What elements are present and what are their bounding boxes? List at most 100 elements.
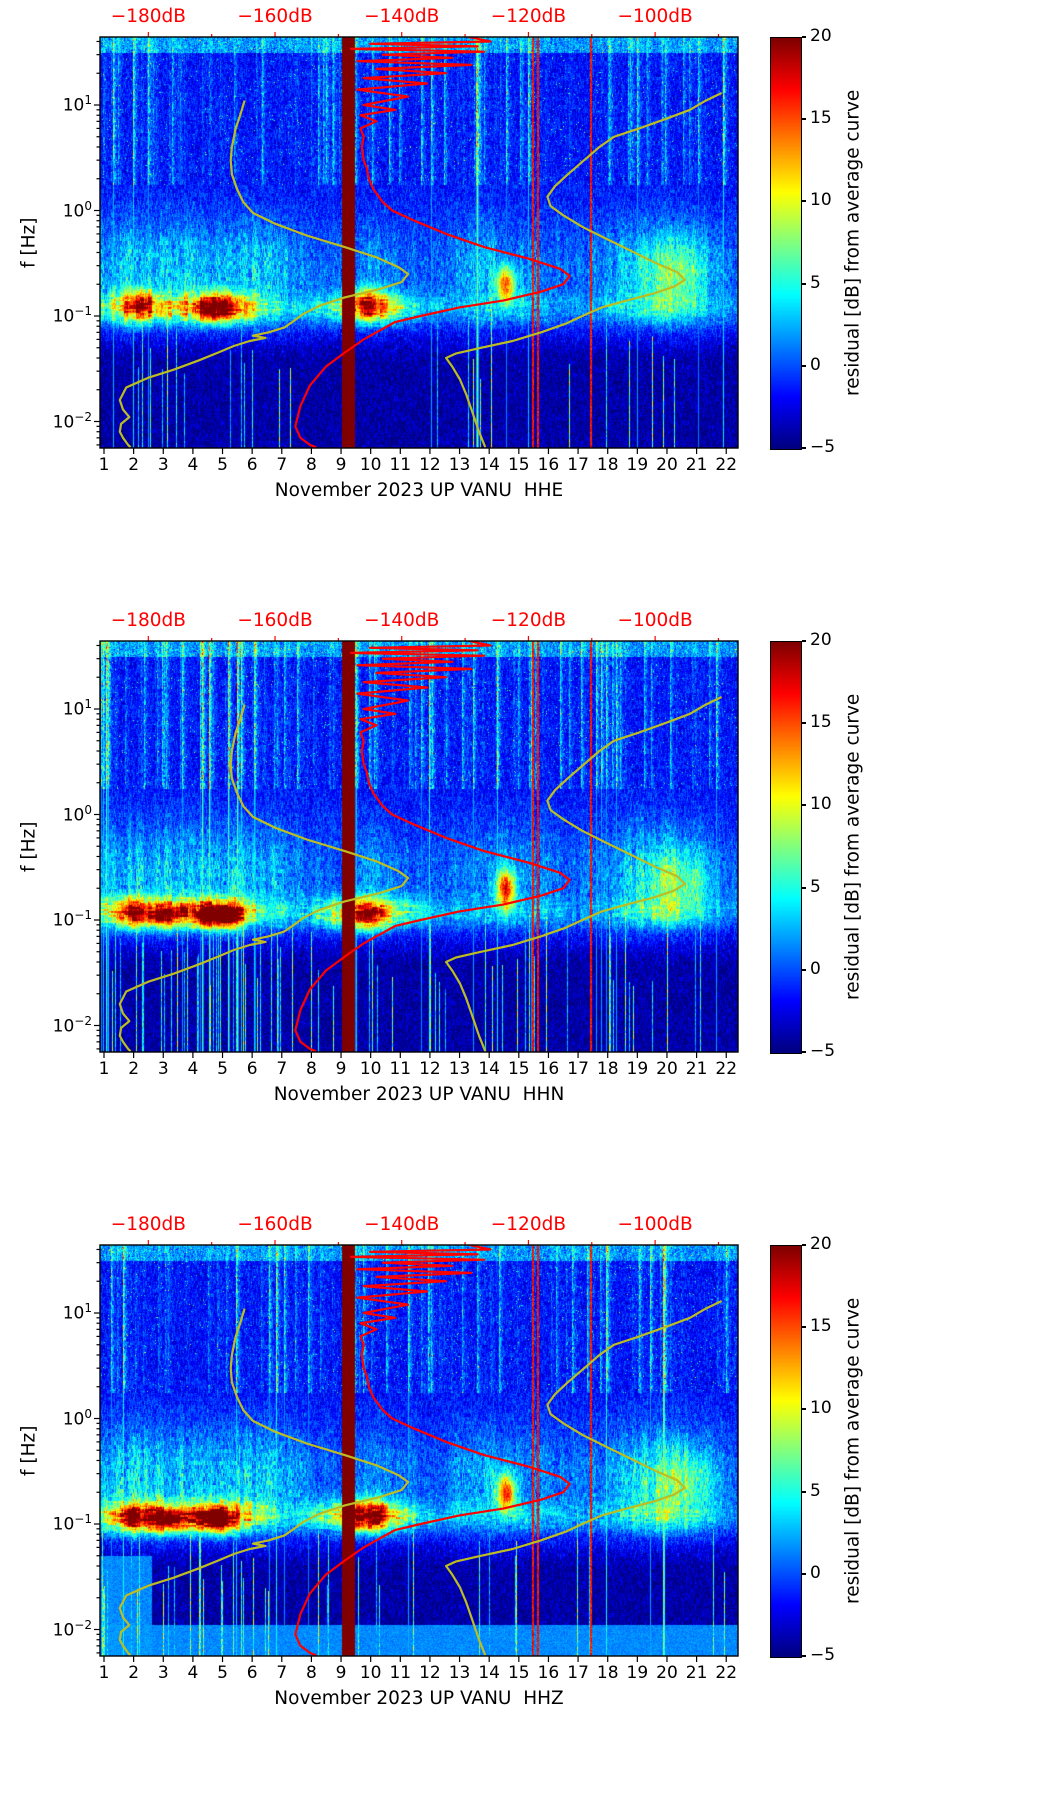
- colorbar-tick-mark: [802, 1490, 806, 1493]
- spectrogram-heatmap-hhe: [100, 37, 738, 448]
- x-tick-label: 5: [217, 1663, 228, 1683]
- colorbar-label: residual [dB] from average curve: [842, 1297, 864, 1604]
- top-db-tick-label: −160dB: [237, 6, 313, 27]
- axes-overlay-hhe: [94, 32, 739, 454]
- x-tick-label: 17: [567, 455, 589, 475]
- colorbar-tick-mark: [802, 640, 806, 642]
- colorbar-tick-label: 0: [810, 354, 821, 375]
- colorbar-tick-label: −5: [810, 1041, 836, 1061]
- x-tick-label: 13: [448, 1059, 471, 1079]
- colorbar-tick-label: 0: [810, 1562, 821, 1583]
- colorbar-tick-label: 10: [810, 794, 832, 815]
- top-db-tick-label: −120dB: [490, 6, 567, 27]
- x-tick-label: 2: [128, 455, 140, 475]
- x-tick-label: 13: [448, 1663, 471, 1683]
- colorbar-tick-mark: [802, 447, 806, 449]
- x-tick-label: 15: [507, 1663, 530, 1683]
- y-tick-label: 100: [62, 198, 92, 222]
- x-tick-label: 18: [596, 1663, 619, 1683]
- plot-frame: [99, 640, 739, 1053]
- x-tick-label: 16: [537, 455, 560, 475]
- plot-frame: [99, 1244, 739, 1657]
- x-tick-label: 14: [478, 455, 500, 475]
- plot-area-hhe: [94, 32, 739, 454]
- x-tick-label: 5: [217, 1059, 228, 1079]
- x-tick-label: 6: [246, 1059, 258, 1079]
- colorbar-gradient: [771, 642, 801, 1053]
- colorbar-tick-label: 5: [810, 272, 821, 293]
- colorbar-tick-label: 10: [810, 190, 832, 211]
- y-tick-label: 100: [62, 1406, 92, 1430]
- x-tick-label: 3: [157, 455, 169, 475]
- top-db-tick-label: −140dB: [364, 6, 440, 27]
- colorbar-tick-mark: [802, 1572, 806, 1575]
- x-tick-label: 4: [187, 1059, 199, 1079]
- x-tick-label: 5: [217, 455, 228, 475]
- colorbar-tick-label: 5: [810, 876, 821, 897]
- top-db-tick-label: −180dB: [110, 1214, 186, 1235]
- colorbar-tick-label: 20: [810, 26, 832, 46]
- colorbar-tick-label: −5: [810, 1645, 836, 1665]
- colorbar-tick-mark: [802, 1408, 806, 1411]
- x-tick-label: 12: [419, 1059, 441, 1079]
- x-tick-label: 3: [157, 1059, 169, 1079]
- top-db-tick-label: −140dB: [364, 610, 440, 631]
- x-tick-label: 21: [685, 1663, 708, 1683]
- x-tick-label: 21: [685, 455, 708, 475]
- y-tick-label: 10−2: [52, 1617, 92, 1641]
- top-db-ticks: [147, 636, 720, 641]
- colorbar: [770, 641, 802, 1054]
- x-tick-label: 19: [626, 455, 649, 475]
- y-tick-label: 10−1: [52, 304, 92, 327]
- psd-overlay-curves: [118, 1245, 723, 1656]
- colorbar-tick-label: 5: [810, 1480, 821, 1501]
- y-tick-label: 10−2: [52, 409, 92, 433]
- x-tick-label: 20: [656, 1663, 678, 1683]
- x-tick-label: 6: [246, 455, 258, 475]
- colorbar-tick-label: 15: [810, 108, 832, 129]
- x-tick-label: 16: [537, 1059, 560, 1079]
- colorbar-tick-mark: [802, 722, 806, 725]
- x-tick-label: 15: [507, 455, 530, 475]
- top-db-tick-label: −160dB: [237, 1214, 313, 1235]
- top-db-tick-label: −160dB: [237, 610, 313, 631]
- x-tick-label: 20: [656, 455, 678, 475]
- x-tick-label: 17: [567, 1663, 589, 1683]
- colorbar-tick-mark: [802, 36, 806, 38]
- y-tick-label: 100: [62, 802, 92, 826]
- plot-area-hhz: [94, 1240, 739, 1662]
- colorbar-tick-mark: [802, 968, 806, 971]
- x-tick-label: 9: [335, 455, 347, 475]
- x-tick-label: 4: [187, 1663, 199, 1683]
- colorbar-tick-label: 10: [810, 1398, 832, 1419]
- x-tick-label: 17: [567, 1059, 589, 1079]
- x-tick-label: 9: [335, 1059, 347, 1079]
- colorbar-tick-label: −5: [810, 437, 836, 457]
- x-tick-label: 11: [389, 1059, 412, 1079]
- x-tick-label: 22: [715, 455, 738, 475]
- x-tick-label: 20: [656, 1059, 678, 1079]
- colorbar-tick-label: 20: [810, 1234, 832, 1254]
- x-tick-label: 19: [626, 1059, 649, 1079]
- y-tick-label: 10−1: [52, 1512, 92, 1535]
- x-tick-label: 10: [359, 1059, 382, 1079]
- axis-ticks: [94, 40, 727, 454]
- colorbar-label: residual [dB] from average curve: [842, 89, 864, 396]
- plot-frame: [99, 36, 739, 449]
- colorbar-tick-label: 15: [810, 1316, 832, 1337]
- psd-overlay-curves: [118, 37, 723, 448]
- colorbar-label: residual [dB] from average curve: [842, 693, 864, 1000]
- colorbar-tick-mark: [802, 1244, 806, 1246]
- psd-overlay-curves: [118, 641, 723, 1052]
- colorbar-tick-mark: [802, 1051, 806, 1053]
- x-tick-label: 12: [419, 1663, 441, 1683]
- top-db-tick-label: −100dB: [617, 610, 693, 631]
- top-db-tick-label: −180dB: [110, 610, 186, 631]
- x-tick-label: 10: [359, 455, 382, 475]
- x-tick-label: 11: [389, 455, 412, 475]
- x-tick-label: 1: [98, 1663, 110, 1683]
- x-tick-label: 10: [359, 1663, 382, 1683]
- top-db-ticks: [147, 32, 720, 37]
- spectrogram-heatmap-hhz: [100, 1245, 738, 1656]
